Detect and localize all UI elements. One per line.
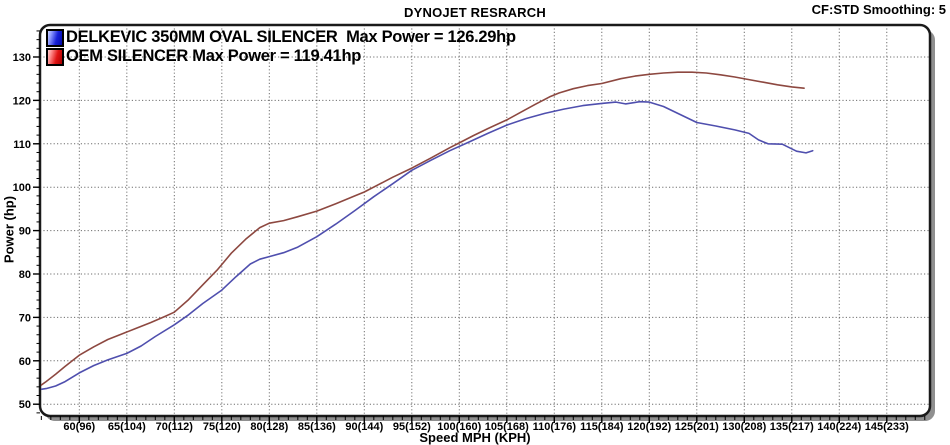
y-tick-label: 80 [19,269,31,281]
y-axis-title: Power (hp) [1,195,17,264]
smoothing-setting-label: CF:STD Smoothing: 5 [811,2,946,17]
x-tick-label: 105(168) [485,421,529,433]
x-tick-label: 80(128) [250,421,288,433]
x-tick-label: 120(192) [627,421,671,433]
red-swatch-icon [46,47,64,66]
legend-label-oem: OEM SILENCER Max Power = 119.41hp [66,47,361,65]
y-tick-label: 70 [19,312,31,324]
x-tick-label: 110(176) [533,421,577,433]
x-tick-label: 70(112) [156,421,194,433]
legend-item-oem: OEM SILENCER Max Power = 119.41hp [46,47,516,66]
x-tick-label: 115(184) [580,421,624,433]
legend-label-delkevic: DELKEVIC 350MM OVAL SILENCER Max Power =… [66,28,516,46]
legend: DELKEVIC 350MM OVAL SILENCER Max Power =… [46,28,516,66]
x-tick-label: 125(201) [675,421,719,433]
curve-oem-red [41,71,805,389]
y-tick-label: 120 [13,95,31,107]
x-tick-label: 65(104) [108,421,146,433]
y-tick-label: 50 [19,399,31,411]
x-tick-label: 100(160) [437,421,481,433]
x-axis-title: Speed MPH (KPH) [419,430,531,445]
x-tick-label: 145(233) [865,421,909,433]
x-tick-label: 95(152) [393,421,431,433]
x-tick-label: 130(208) [722,421,766,433]
x-tick-label: 140(224) [817,421,861,433]
y-tick-label: 100 [13,182,31,194]
x-tick-label: 135(217) [770,421,814,433]
y-tick-label: 130 [13,52,31,64]
x-tick-label: 75(120) [203,421,241,433]
blue-swatch-icon [46,28,64,47]
y-tick-label: 110 [13,139,31,151]
x-tick-label: 90(144) [345,421,383,433]
x-tick-label: 60(96) [63,421,95,433]
chart-title: DYNOJET RESRARCH [404,5,546,20]
y-tick-label: 90 [19,226,31,238]
legend-item-delkevic: DELKEVIC 350MM OVAL SILENCER Max Power =… [46,28,516,47]
x-tick-label: 85(136) [298,421,336,433]
curve-delkevic-blue [41,100,814,391]
y-tick-label: 60 [19,356,31,368]
plot-frame [38,23,932,418]
